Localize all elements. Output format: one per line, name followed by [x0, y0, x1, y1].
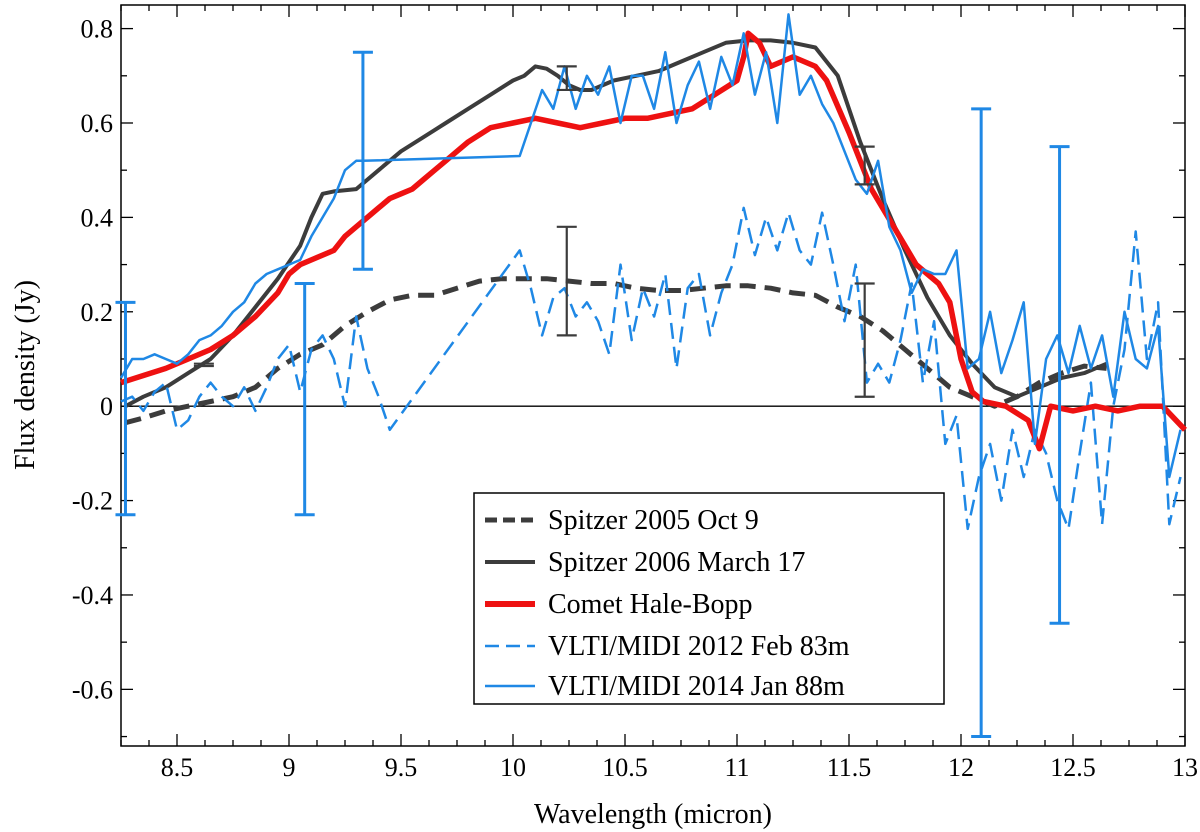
series-line-4 [119, 13, 1182, 479]
error-bar [854, 145, 875, 186]
x-tick-label: 11 [724, 753, 749, 782]
error-bars [115, 50, 1070, 739]
y-tick-label: 0 [100, 392, 113, 421]
y-tick-label: 0.4 [81, 203, 114, 232]
series-line-0 [124, 276, 1107, 426]
x-tick-label: 12.5 [1050, 753, 1096, 782]
y-tick-label: 0.2 [81, 298, 114, 327]
series-line-2 [120, 30, 1187, 452]
legend-label-spitzer-2005: Spitzer 2005 Oct 9 [548, 505, 759, 536]
legend-item-hale-bopp: Comet Hale-Bopp [485, 589, 753, 620]
legend-item-spitzer-2006: Spitzer 2006 March 17 [485, 547, 805, 578]
y-tick-label: -0.2 [72, 487, 113, 516]
error-bar [1049, 145, 1070, 625]
y-axis-title: Flux density (Jy) [10, 280, 41, 470]
error-bar [854, 282, 875, 398]
error-bar [193, 362, 214, 368]
error-bar [352, 50, 373, 271]
error-bar [294, 281, 315, 517]
error-bar [556, 225, 577, 337]
y-tick-label: 0.6 [81, 109, 114, 138]
series-line-3 [120, 206, 1182, 531]
ticks: 8.5 9 9.5 10 10.5 11 11.5 12 12.5 13 -0.6 -0.4 -0.2 0… [72, 5, 1198, 782]
legend-label-spitzer-2006: Spitzer 2006 March 17 [548, 547, 805, 578]
y-tick-label: 0.8 [81, 15, 114, 44]
series-line-1 [124, 38, 1108, 408]
legend-item-midi-2014: VLTI/MIDI 2014 Jan 88m [485, 671, 845, 702]
x-tick-label: 11.5 [827, 753, 872, 782]
x-tick-label: 10 [500, 753, 526, 782]
x-tick-label: 13 [1172, 753, 1198, 782]
y-tick-label: -0.4 [72, 581, 113, 610]
error-bar [115, 300, 136, 517]
legend: Spitzer 2005 Oct 9 Spitzer 2006 March 17… [473, 492, 945, 705]
x-tick-label: 8.5 [161, 753, 194, 782]
legend-box [473, 492, 945, 705]
y-tick-label: -0.6 [72, 675, 113, 704]
error-bar [556, 65, 577, 92]
plot-series [119, 13, 1187, 531]
legend-item-midi-2012: VLTI/MIDI 2012 Feb 83m [485, 631, 850, 662]
x-tick-label: 10.5 [602, 753, 648, 782]
x-tick-label: 9 [283, 753, 296, 782]
legend-label-midi-2012: VLTI/MIDI 2012 Feb 83m [548, 631, 850, 662]
x-axis-title: Wavelength (micron) [534, 799, 772, 830]
x-tick-label: 9.5 [385, 753, 418, 782]
error-bar [971, 107, 992, 739]
legend-label-hale-bopp: Comet Hale-Bopp [548, 589, 753, 620]
x-tick-label: 12 [948, 753, 974, 782]
legend-label-midi-2014: VLTI/MIDI 2014 Jan 88m [548, 671, 845, 702]
legend-item-spitzer-2005: Spitzer 2005 Oct 9 [485, 505, 759, 536]
